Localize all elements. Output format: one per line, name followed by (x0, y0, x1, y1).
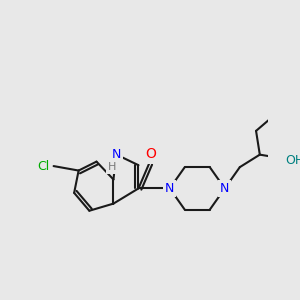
Text: H: H (107, 162, 116, 172)
Text: O: O (146, 148, 156, 161)
Text: N: N (220, 182, 230, 195)
Text: N: N (112, 148, 121, 161)
Text: N: N (165, 182, 174, 195)
Text: Cl: Cl (37, 160, 49, 172)
Text: OH: OH (285, 154, 300, 167)
